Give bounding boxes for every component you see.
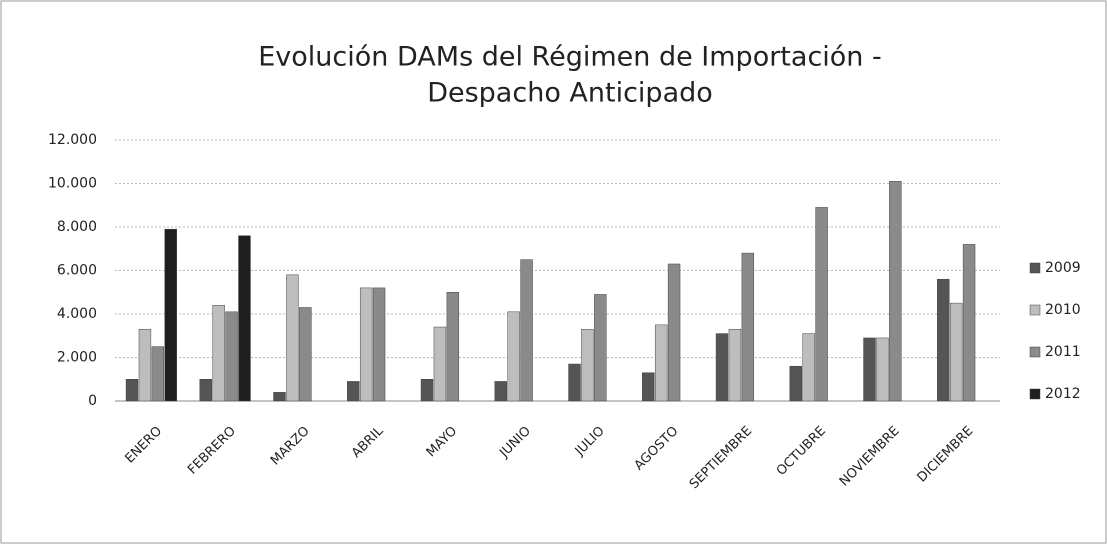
bar: [273, 392, 286, 402]
bar: [125, 379, 139, 402]
y-tick-label: 10.000: [48, 176, 97, 192]
bar: [949, 302, 963, 402]
legend-label: 2011: [1045, 344, 1081, 360]
legend-label: 2012: [1045, 386, 1081, 402]
x-tick-label: FEBRERO: [185, 424, 239, 478]
bar: [581, 328, 594, 402]
bar: [728, 328, 742, 402]
bar: [642, 372, 655, 402]
bar: [654, 324, 668, 402]
bar: [594, 294, 607, 402]
bar: [420, 379, 434, 402]
bar: [802, 333, 815, 402]
bar: [937, 278, 950, 402]
x-tick-label: JULIO: [572, 424, 608, 460]
bar: [199, 379, 212, 402]
bar: [138, 328, 152, 402]
x-tick-label: OCTUBRE: [774, 424, 829, 479]
y-tick-label: 0: [88, 393, 97, 409]
bar: [789, 365, 802, 402]
y-tick-label: 8.000: [57, 219, 97, 235]
legend-swatch: [1029, 304, 1041, 316]
bar: [889, 181, 902, 402]
bar: [741, 252, 755, 402]
bar: [212, 305, 225, 402]
x-tick-label: JUNIO: [496, 424, 534, 462]
bar: [299, 307, 312, 402]
x-tick-label: SEPTIEMBRE: [687, 424, 755, 492]
x-tick-label: MARZO: [268, 424, 313, 469]
bar: [433, 326, 447, 402]
legend-swatch: [1029, 346, 1041, 358]
x-tick-label: ENERO: [122, 424, 165, 467]
bar: [151, 346, 165, 402]
y-tick-label: 12.000: [48, 132, 97, 148]
bar: [225, 311, 238, 402]
legend-swatch: [1029, 388, 1041, 400]
bar: [359, 287, 373, 402]
chart-title: Despacho Anticipado: [427, 78, 713, 109]
y-tick-label: 6.000: [57, 263, 97, 279]
bar: [876, 337, 889, 402]
y-tick-label: 2.000: [57, 350, 97, 366]
bar: [446, 292, 460, 402]
chart-title: Evolución DAMs del Régimen de Importació…: [258, 42, 882, 73]
x-tick-label: AGOSTO: [632, 424, 682, 474]
bar: [347, 381, 360, 402]
bar: [962, 244, 976, 402]
x-tick-label: ABRIL: [349, 423, 387, 461]
x-tick-label: DICIEMBRE: [915, 424, 977, 486]
bar: [715, 333, 729, 402]
bar: [164, 228, 177, 402]
x-tick-label: NOVIEMBRE: [837, 424, 903, 490]
bar: [238, 235, 251, 402]
bar: [507, 311, 520, 402]
bar: [520, 259, 533, 402]
legend-swatch: [1029, 262, 1041, 274]
legend-label: 2010: [1045, 302, 1081, 318]
bar: [286, 274, 299, 402]
x-tick-label: MAYO: [424, 424, 460, 460]
legend-label: 2009: [1045, 260, 1081, 276]
bar: [372, 287, 386, 402]
bar: [863, 337, 876, 402]
bar: [568, 363, 581, 402]
bar: [494, 381, 507, 402]
bar: [815, 207, 828, 402]
bar: [667, 263, 681, 402]
y-tick-label: 4.000: [57, 306, 97, 322]
